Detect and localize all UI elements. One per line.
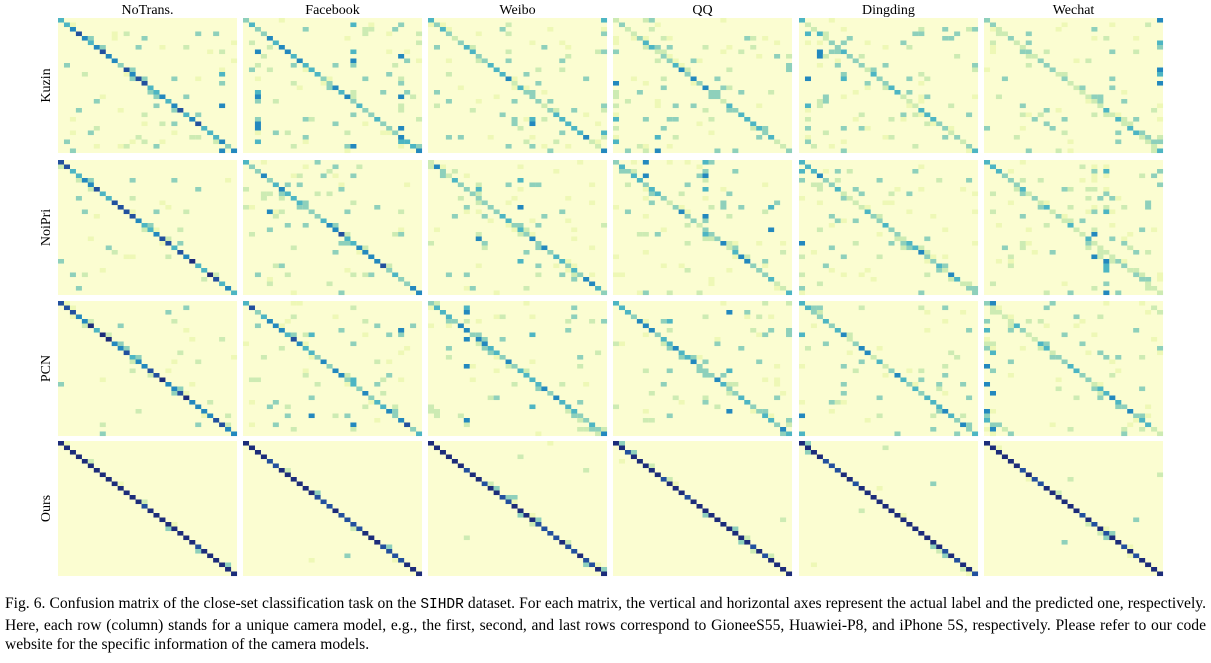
confusion-matrix-panel (58, 18, 238, 154)
confusion-matrix-panel (243, 160, 423, 296)
confusion-matrix-panel (613, 18, 793, 154)
confusion-matrix-panel (613, 160, 793, 296)
confusion-matrix-panel (799, 301, 979, 437)
row-header: Kuzin (39, 68, 54, 102)
confusion-matrix-panel (984, 441, 1164, 577)
confusion-matrix-panel (428, 441, 608, 577)
confusion-matrix-panel (984, 160, 1164, 296)
confusion-matrix-panel (58, 441, 238, 577)
caption-text-before: Confusion matrix of the close-set classi… (49, 595, 417, 612)
column-header: Wechat (1053, 3, 1095, 18)
caption-label: Fig. 6. (5, 595, 46, 612)
row-header: Ours (39, 495, 54, 522)
confusion-matrix-panel (613, 441, 793, 577)
caption-text-after: dataset. For each matrix, the vertical a… (5, 595, 1206, 653)
confusion-matrix-panel (799, 160, 979, 296)
confusion-matrix-panel (799, 441, 979, 577)
column-header: Weibo (499, 3, 535, 18)
confusion-matrix-panel (58, 160, 238, 296)
confusion-matrix-panel (428, 301, 608, 437)
confusion-matrix-panel (984, 301, 1164, 437)
confusion-matrix-panel (58, 301, 238, 437)
figure-caption: Fig. 6. Confusion matrix of the close-se… (5, 594, 1206, 655)
confusion-matrix-panel (243, 18, 423, 154)
column-header: Dingding (862, 3, 915, 18)
confusion-matrix-panel (428, 18, 608, 154)
confusion-matrix-panel (243, 301, 423, 437)
caption-dataset-name: SIHDR (420, 597, 464, 613)
confusion-matrix-grid: NoTrans. Facebook Weibo QQ Dingding Wechat Kuz… (39, 3, 1164, 577)
confusion-matrix-panel (984, 18, 1164, 154)
row-header: PCN (39, 355, 54, 382)
confusion-matrix-panel (613, 301, 793, 437)
column-header: NoTrans. (122, 3, 174, 18)
row-header: NoiPri (39, 209, 54, 246)
column-header: QQ (692, 3, 712, 18)
confusion-matrix-panel (428, 160, 608, 296)
confusion-matrix-panel (799, 18, 979, 154)
confusion-matrix-panel (243, 441, 423, 577)
column-header: Facebook (305, 3, 359, 18)
